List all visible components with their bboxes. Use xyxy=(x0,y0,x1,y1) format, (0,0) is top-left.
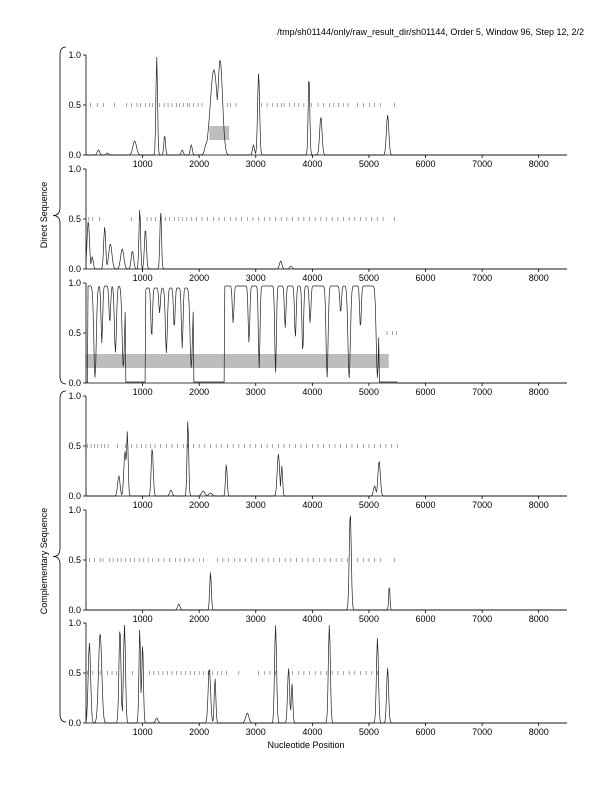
panel-complementary-frame-1: 0.0 0.5 1.0 1000 2000 3000 4000 5000 6000 7000 800… xyxy=(68,391,567,510)
x-tick-label: 7000 xyxy=(472,614,492,624)
y-tick-label: 0.5 xyxy=(68,441,81,451)
highlight-region xyxy=(209,126,230,140)
x-tick-label: 6000 xyxy=(416,500,436,510)
x-tick-label: 1000 xyxy=(133,500,153,510)
y-tick-label: 1.0 xyxy=(68,50,81,60)
x-tick-label: 8000 xyxy=(529,727,549,737)
y-tick-label: 0.5 xyxy=(68,555,81,565)
x-tick-label: 3000 xyxy=(246,159,266,169)
x-tick-label: 2000 xyxy=(189,159,209,169)
x-tick-label: 2000 xyxy=(189,727,209,737)
x-tick-label: 5000 xyxy=(359,387,379,397)
x-tick-label: 4000 xyxy=(302,159,322,169)
y-tick-label: 1.0 xyxy=(68,618,81,628)
x-tick-label: 8000 xyxy=(529,387,549,397)
x-tick-label: 8000 xyxy=(529,273,549,283)
x-tick-label: 8000 xyxy=(529,614,549,624)
panel-complementary-frame-2: 0.0 0.5 1.0 1000 2000 3000 4000 5000 6000 7000 800… xyxy=(68,505,567,624)
highlight-region xyxy=(86,354,389,368)
x-tick-label: 3000 xyxy=(246,614,266,624)
x-tick-label: 2000 xyxy=(189,614,209,624)
x-tick-label: 1000 xyxy=(133,727,153,737)
x-tick-label: 6000 xyxy=(416,273,436,283)
x-tick-label: 4000 xyxy=(302,273,322,283)
y-tick-label: 1.0 xyxy=(68,391,81,401)
y-tick-label: 1.0 xyxy=(68,278,81,288)
probability-line xyxy=(86,515,567,611)
x-tick-label: 3000 xyxy=(246,727,266,737)
x-tick-label: 3000 xyxy=(246,273,266,283)
group-label-direct: Direct Sequence xyxy=(39,181,49,249)
y-tick-label: 0.5 xyxy=(68,328,81,338)
x-tick-label: 7000 xyxy=(472,159,492,169)
x-tick-label: 2000 xyxy=(189,500,209,510)
x-tick-label: 5000 xyxy=(359,273,379,283)
x-tick-label: 7000 xyxy=(472,500,492,510)
file-header: /tmp/sh01144/only/raw_result_dir/sh01144… xyxy=(277,27,584,37)
complementary-sequence-brace xyxy=(52,390,67,723)
x-tick-label: 4000 xyxy=(302,387,322,397)
y-tick-label: 0.0 xyxy=(68,491,81,501)
panel-complementary-frame-3: 0.0 0.5 1.0 1000 2000 3000 4000 5000 6000 7000 800… xyxy=(68,618,567,737)
x-tick-label: 3000 xyxy=(246,500,266,510)
x-tick-label: 3000 xyxy=(246,387,266,397)
panel-direct-frame-3: 0.0 0.5 1.0 1000 2000 3000 4000 5000 6000 7000 800… xyxy=(68,278,567,397)
y-tick-label: 0.0 xyxy=(68,264,81,274)
x-tick-label: 2000 xyxy=(189,387,209,397)
y-tick-label: 0.0 xyxy=(68,718,81,728)
x-tick-label: 1000 xyxy=(133,273,153,283)
y-tick-label: 0.5 xyxy=(68,668,81,678)
x-tick-label: 1000 xyxy=(133,159,153,169)
x-tick-label: 5000 xyxy=(359,727,379,737)
y-tick-label: 0.5 xyxy=(68,100,81,110)
x-tick-label: 7000 xyxy=(472,727,492,737)
x-tick-label: 5000 xyxy=(359,500,379,510)
probability-line xyxy=(86,421,567,497)
x-tick-label: 6000 xyxy=(416,387,436,397)
probability-line xyxy=(86,57,567,156)
y-tick-label: 0.0 xyxy=(68,150,81,160)
y-tick-label: 0.5 xyxy=(68,214,81,224)
x-tick-label: 6000 xyxy=(416,614,436,624)
panel-direct-frame-1: 0.0 0.5 1.0 1000 2000 3000 4000 5000 6000 7000 800… xyxy=(68,50,567,169)
x-tick-label: 2000 xyxy=(189,273,209,283)
x-tick-label: 4000 xyxy=(302,614,322,624)
x-tick-label: 8000 xyxy=(529,500,549,510)
x-tick-label: 6000 xyxy=(416,159,436,169)
x-tick-label: 6000 xyxy=(416,727,436,737)
x-axis-label: Nucleotide Position xyxy=(267,740,345,750)
x-tick-label: 7000 xyxy=(472,273,492,283)
y-tick-label: 0.0 xyxy=(68,605,81,615)
x-tick-label: 1000 xyxy=(133,614,153,624)
group-label-complementary: Complementary Sequence xyxy=(39,507,49,615)
x-tick-label: 8000 xyxy=(529,159,549,169)
x-tick-label: 5000 xyxy=(359,614,379,624)
panel-direct-frame-2: 0.0 0.5 1.0 1000 2000 3000 4000 5000 6000 7000 800… xyxy=(68,164,567,283)
x-tick-label: 5000 xyxy=(359,159,379,169)
y-tick-label: 0.0 xyxy=(68,378,81,388)
direct-sequence-brace xyxy=(52,46,67,385)
x-tick-label: 4000 xyxy=(302,500,322,510)
x-tick-label: 1000 xyxy=(133,387,153,397)
x-tick-label: 7000 xyxy=(472,387,492,397)
y-tick-label: 1.0 xyxy=(68,164,81,174)
y-tick-label: 1.0 xyxy=(68,505,81,515)
x-tick-label: 4000 xyxy=(302,727,322,737)
probability-line xyxy=(86,285,567,384)
